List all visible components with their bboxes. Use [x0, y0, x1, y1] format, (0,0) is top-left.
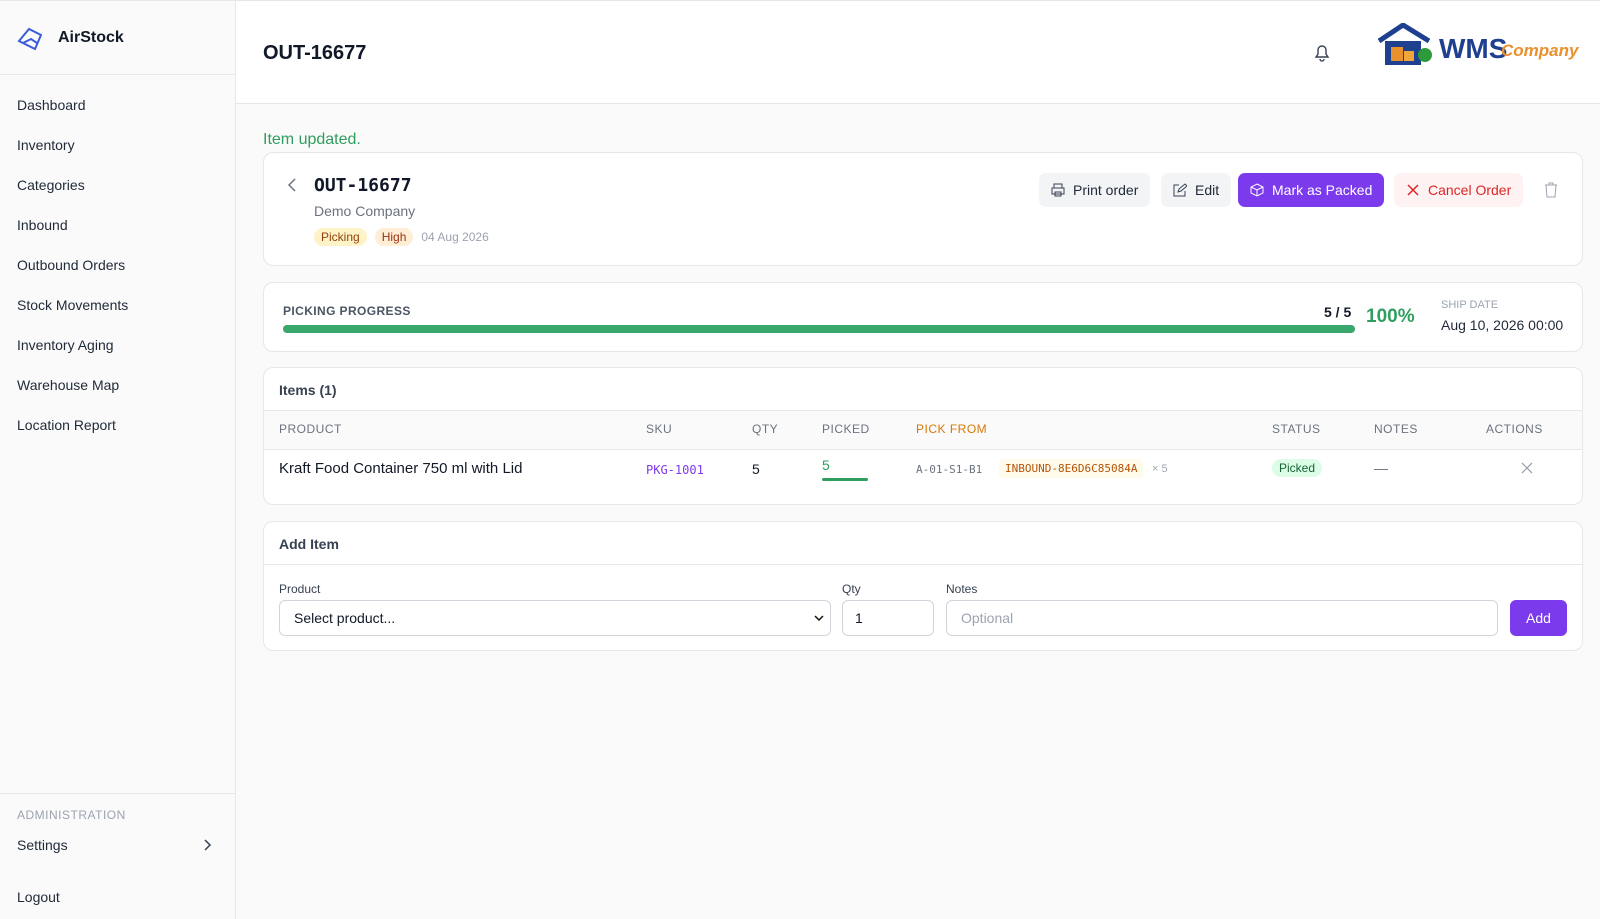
- divider: [264, 564, 1582, 565]
- divider: [0, 793, 235, 794]
- brand: AirStock: [58, 29, 124, 46]
- ship-date: Aug 10, 2026 00:00: [1441, 317, 1564, 333]
- batch-qty: × 5: [1152, 463, 1168, 475]
- column-header: PICKED: [822, 422, 870, 436]
- remove-button[interactable]: [1521, 462, 1533, 474]
- add-item-card: Add Item Product Select product... Qty 1…: [263, 521, 1583, 651]
- pack-label: Mark as Packed: [1272, 182, 1373, 198]
- column-header: PRODUCT: [279, 422, 342, 436]
- sku: PKG-1001: [646, 463, 704, 477]
- nav-link[interactable]: Location Report: [17, 417, 116, 433]
- pack-button[interactable]: Mark as Packed: [1238, 173, 1385, 207]
- column-header: ACTIONS: [1486, 422, 1543, 436]
- nav-link[interactable]: Categories: [17, 177, 85, 193]
- add-button[interactable]: Add: [1510, 600, 1567, 636]
- order-id: OUT-16677: [314, 175, 412, 196]
- items-card: Items (1) PRODUCT SKU QTY PICKED PICK FROM ST…: [263, 367, 1583, 505]
- edit-label: Edit: [1195, 182, 1220, 198]
- progress-track: [283, 325, 1355, 333]
- product-label: Product: [279, 582, 321, 596]
- bell-icon[interactable]: [1313, 43, 1331, 63]
- qty: 5: [752, 461, 760, 477]
- notes: —: [1374, 460, 1388, 476]
- edit-button[interactable]: Edit: [1161, 173, 1232, 207]
- product-select[interactable]: Select product...: [279, 600, 831, 636]
- nav-link[interactable]: Inbound: [17, 217, 68, 233]
- progress-percent: 100%: [1366, 306, 1415, 327]
- chevron-right: [204, 839, 212, 851]
- badges: Picking High 04 Aug 2026: [314, 228, 489, 246]
- nav-link[interactable]: Stock Movements: [17, 297, 129, 313]
- column-header: SKU: [646, 422, 673, 436]
- admin-heading: ADMINISTRATION: [17, 808, 126, 822]
- status-badge: Picking: [314, 228, 367, 246]
- flash-message: Item updated.: [263, 131, 361, 148]
- brand-icon: [17, 27, 43, 51]
- notes-label: Notes: [946, 582, 978, 596]
- column-header: PICK FROM: [916, 422, 988, 436]
- edit-icon: [1173, 183, 1187, 197]
- select-caret: [814, 615, 824, 622]
- delete-button[interactable]: [1544, 182, 1558, 198]
- nav-link[interactable]: Inventory: [17, 137, 75, 153]
- priority-badge: High: [374, 228, 414, 246]
- location: A-01-S1-B1: [916, 463, 983, 476]
- items-title: Items (1): [279, 382, 337, 398]
- back-button[interactable]: [286, 177, 298, 193]
- nav-link[interactable]: Dashboard: [17, 97, 86, 113]
- logo-main: WMS: [1439, 33, 1508, 64]
- nav-link[interactable]: Outbound Orders: [17, 257, 126, 273]
- logo-sub: Company: [1501, 41, 1579, 60]
- progress-card: PICKING PROGRESS 5 / 5 100% SHIP DATE Au…: [263, 282, 1583, 352]
- notes-input[interactable]: Optional: [946, 600, 1498, 636]
- status-badge: Picked: [1272, 459, 1323, 477]
- product-name: Kraft Food Container 750 ml with Lid: [279, 460, 523, 477]
- table-header: [264, 410, 1582, 450]
- order-card: OUT-16677 Demo Company Picking High 04 A…: [263, 152, 1583, 266]
- x-icon: [1407, 184, 1419, 196]
- progress-label: PICKING PROGRESS: [283, 304, 411, 318]
- batch: INBOUND-8E6D6C85084A: [999, 459, 1144, 478]
- order-date: 04 Aug 2026: [421, 230, 489, 244]
- ship-date-label: SHIP DATE: [1441, 299, 1499, 311]
- column-header: NOTES: [1374, 422, 1418, 436]
- page-title: OUT-16677: [263, 42, 367, 64]
- picked: 5: [822, 457, 830, 473]
- print-button[interactable]: Print order: [1039, 173, 1151, 207]
- qty-input[interactable]: 1: [842, 600, 934, 636]
- company: Demo Company: [314, 203, 416, 219]
- product-placeholder: Select product...: [294, 610, 396, 626]
- print-icon: [1051, 183, 1065, 197]
- column-header: STATUS: [1272, 422, 1321, 436]
- picked-bar: [822, 478, 868, 481]
- cancel-label: Cancel Order: [1428, 182, 1512, 198]
- add-item-title: Add Item: [279, 536, 339, 552]
- qty-label: Qty: [842, 582, 861, 596]
- cancel-button[interactable]: Cancel Order: [1394, 173, 1524, 207]
- progress-bar: [283, 325, 1355, 333]
- nav-link[interactable]: Inventory Aging: [17, 337, 114, 353]
- print-label: Print order: [1073, 182, 1139, 198]
- logout-link[interactable]: Logout: [17, 889, 60, 905]
- topbar: OUT-16677 WMS Company: [236, 0, 1600, 104]
- box-icon: [1250, 183, 1264, 197]
- logo-house: [1377, 23, 1432, 65]
- settings-link[interactable]: Settings: [17, 837, 68, 853]
- divider: [0, 74, 235, 75]
- nav-link[interactable]: Warehouse Map: [17, 377, 120, 393]
- progress-count: 5 / 5: [1324, 304, 1352, 320]
- column-header: QTY: [752, 422, 779, 436]
- sidebar: AirStock Dashboard Inventory Categories Inb…: [0, 0, 236, 919]
